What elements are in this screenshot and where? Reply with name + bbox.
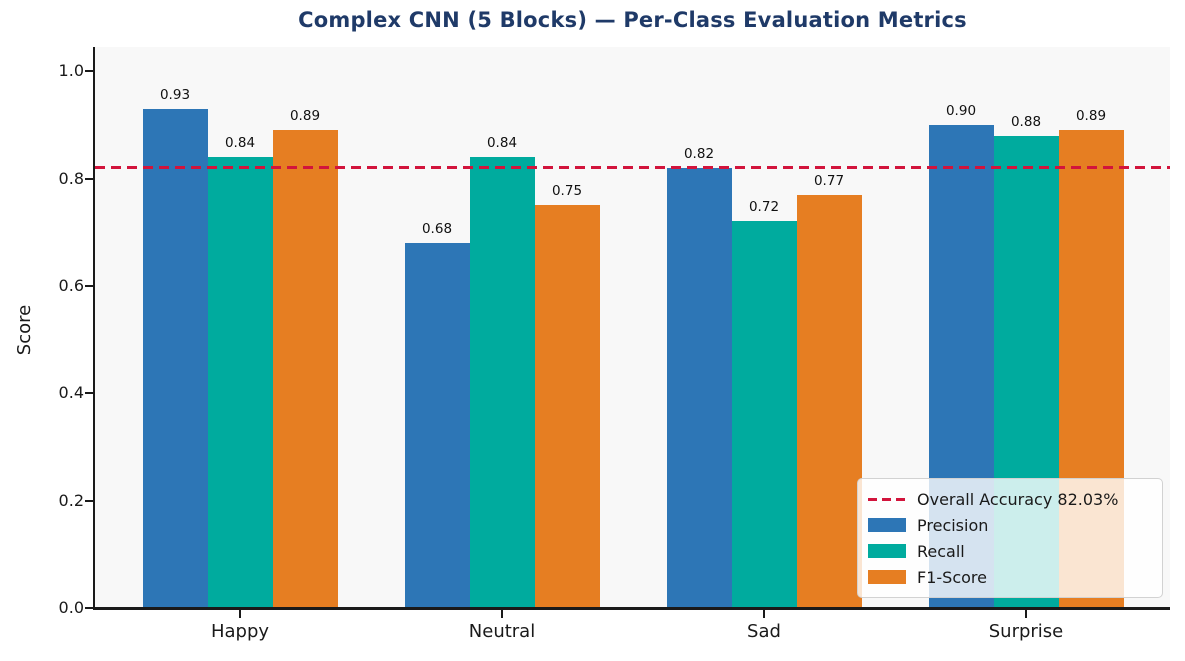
y-tick-mark-0-2: [85, 499, 93, 502]
x-tick-mark-surprise: [1025, 610, 1027, 618]
y-tick-label-0-4: 0.4: [58, 383, 84, 403]
legend-swatch-overall-accuracy: [868, 497, 906, 501]
x-tick-label-happy: Happy: [210, 621, 270, 642]
legend-item-recall: Recall: [868, 538, 1152, 564]
y-tick-mark-0-8: [85, 177, 93, 180]
y-tick-label-1-0: 1.0: [58, 61, 84, 81]
bar-value-label-f1-score-happy: 0.89: [289, 108, 321, 125]
y-axis-label: Score: [14, 304, 35, 356]
bar-value-label-precision-sad: 0.82: [683, 145, 715, 162]
bar-value-label-precision-happy: 0.93: [159, 86, 191, 103]
color-patch-icon: [868, 518, 906, 532]
bar-value-label-f1-score-sad: 0.77: [813, 172, 845, 189]
x-tick-mark-neutral: [501, 610, 503, 618]
bar-value-label-recall-happy: 0.84: [224, 135, 256, 152]
y-tick-label-0-2: 0.2: [58, 490, 84, 510]
legend-label-precision: Precision: [917, 515, 989, 535]
x-tick-label-neutral: Neutral: [468, 621, 536, 642]
bar-value-label-precision-surprise: 0.90: [945, 102, 977, 119]
x-tick-label-sad: Sad: [747, 621, 781, 642]
bar-f1-score-neutral: [534, 205, 600, 608]
bar-recall-happy: [207, 157, 273, 608]
y-tick-mark-0-4: [85, 392, 93, 395]
bar-value-label-precision-neutral: 0.68: [421, 220, 453, 237]
bar-recall-sad: [731, 221, 797, 608]
reference-line-overall-accuracy: [95, 166, 1170, 170]
bar-value-label-f1-score-neutral: 0.75: [551, 183, 583, 200]
color-patch-icon: [868, 570, 906, 584]
color-patch-icon: [868, 544, 906, 558]
dashed-line-icon: [868, 497, 906, 501]
bar-f1-score-sad: [796, 194, 862, 608]
y-tick-mark-1-0: [85, 70, 93, 73]
x-tick-label-surprise: Surprise: [988, 621, 1064, 642]
bar-precision-neutral: [404, 242, 470, 608]
bar-value-label-f1-score-surprise: 0.89: [1075, 108, 1107, 125]
bar-value-label-recall-surprise: 0.88: [1010, 113, 1042, 130]
legend: Overall Accuracy 82.03% Precision Recall F1…: [857, 478, 1163, 598]
legend-label-recall: Recall: [917, 541, 965, 561]
legend-swatch-recall: [868, 544, 906, 558]
bar-value-label-recall-neutral: 0.84: [486, 135, 518, 152]
legend-label-overall-accuracy: Overall Accuracy 82.03%: [917, 489, 1119, 509]
y-tick-label-0-0: 0.0: [58, 598, 84, 617]
bar-precision-sad: [666, 167, 732, 608]
x-tick-mark-happy: [239, 610, 241, 618]
y-tick-mark-0-6: [85, 284, 93, 287]
legend-item-precision: Precision: [868, 512, 1152, 538]
y-tick-label-0-8: 0.8: [58, 168, 84, 188]
bar-f1-score-happy: [272, 130, 338, 608]
y-axis-spine: [93, 47, 95, 610]
legend-swatch-f1-score: [868, 570, 906, 584]
y-tick-label-0-6: 0.6: [58, 275, 84, 295]
legend-item-f1-score: F1-Score: [868, 564, 1152, 590]
legend-swatch-precision: [868, 518, 906, 532]
bar-precision-happy: [142, 108, 208, 608]
y-tick-mark-0-0: [85, 607, 93, 609]
bar-recall-neutral: [469, 157, 535, 608]
chart-title: Complex CNN (5 Blocks) — Per-Class Evalu…: [298, 8, 967, 32]
x-tick-mark-sad: [763, 610, 765, 618]
x-axis-spine: [93, 607, 1170, 610]
legend-label-f1-score: F1-Score: [917, 567, 987, 587]
bar-value-label-recall-sad: 0.72: [748, 199, 780, 216]
legend-item-overall-accuracy: Overall Accuracy 82.03%: [868, 486, 1152, 512]
